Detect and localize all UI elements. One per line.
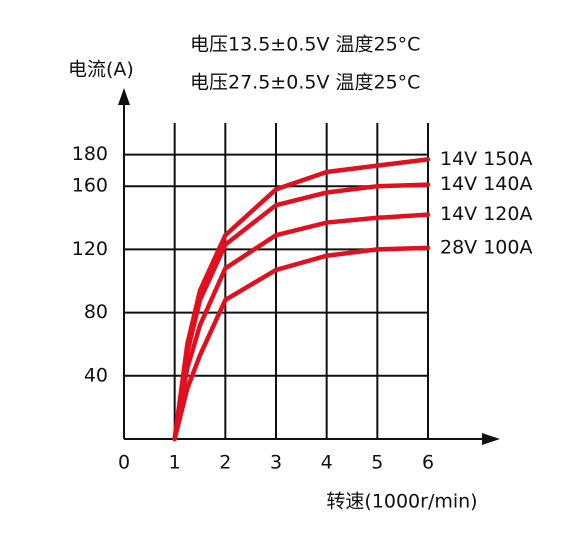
series-line [172,245,431,442]
y-tick-label: 120 [72,238,108,260]
x-tick-label: 3 [270,452,282,474]
y-tick-label: 80 [84,301,108,323]
chart-title: 电压13.5±0.5V 温度25°C [190,34,420,56]
series-line [172,182,431,442]
series-line [172,212,431,442]
x-tick-label: 5 [371,452,383,474]
legend-label: 14V 120A [440,203,532,225]
legend-label: 14V 140A [440,173,532,195]
y-tick-label: 40 [84,364,108,386]
x-arrow [482,433,500,445]
x-axis-label: 转速(1000r/min) [326,491,477,513]
legend-label: 28V 100A [440,236,532,258]
x-tick-label: 0 [118,452,130,474]
y-tick-label: 180 [72,143,108,165]
legend-label: 14V 150A [440,148,532,170]
y-axis-label: 电流(A) [68,59,134,81]
chart-subtitle: 电压27.5±0.5V 温度25°C [190,72,420,94]
x-tick-label: 6 [422,452,434,474]
x-tick-label: 1 [169,452,181,474]
x-tick-label: 2 [219,452,231,474]
x-tick-label: 4 [321,452,333,474]
y-arrow [118,88,130,105]
y-tick-label: 160 [72,175,108,197]
